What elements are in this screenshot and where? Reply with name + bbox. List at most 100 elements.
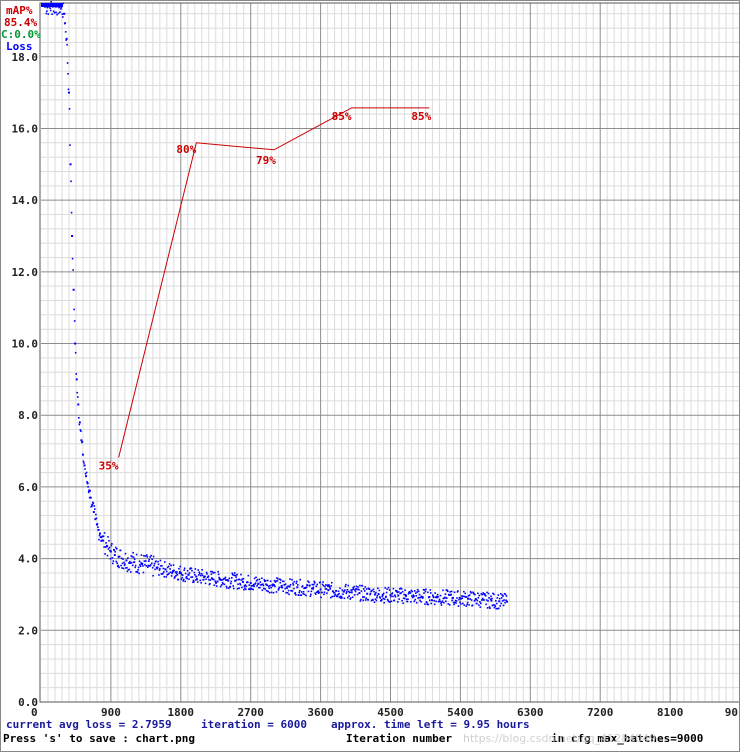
loss-point <box>348 595 351 597</box>
loss-point <box>296 584 299 586</box>
loss-point <box>219 578 221 580</box>
loss-point <box>171 571 174 574</box>
loss-point <box>201 568 203 571</box>
loss-point <box>179 571 181 573</box>
map-series: 35% 80% 79% 85% 85% <box>99 107 432 472</box>
loss-point <box>98 534 101 537</box>
loss-point <box>175 572 178 575</box>
loss-point <box>381 595 384 598</box>
loss-point <box>297 594 300 596</box>
x-axis-ticks: 0 900 1800 2700 3600 4500 5400 6300 7200 8100 90 <box>31 706 738 719</box>
loss-point <box>94 518 97 521</box>
loss-point <box>170 564 172 567</box>
loss-point <box>321 591 323 594</box>
loss-point <box>71 235 74 237</box>
loss-point <box>361 584 364 587</box>
loss-point <box>292 584 295 586</box>
loss-point <box>292 582 294 585</box>
loss-point <box>373 601 376 604</box>
x-tick-label: 8100 <box>657 706 684 719</box>
loss-point <box>347 590 350 593</box>
loss-point <box>154 568 156 571</box>
loss-point <box>335 589 338 592</box>
loss-point <box>190 567 193 570</box>
loss-point <box>490 599 493 602</box>
loss-point <box>176 574 179 576</box>
loss-point <box>134 566 136 569</box>
loss-point <box>82 460 85 463</box>
loss-point <box>125 559 128 562</box>
loss-point <box>243 585 246 587</box>
loss-point <box>209 579 212 581</box>
y-tick-label: 14.0 <box>12 194 39 207</box>
loss-point <box>325 584 327 586</box>
loss-point <box>215 582 218 584</box>
loss-point <box>493 593 495 596</box>
loss-point <box>49 9 52 12</box>
loss-point <box>469 590 472 593</box>
loss-point <box>388 600 390 603</box>
loss-point <box>463 595 466 598</box>
loss-point <box>244 587 246 589</box>
loss-point <box>119 549 122 552</box>
loss-point <box>411 595 413 597</box>
loss-point <box>488 597 490 599</box>
loss-point <box>370 599 373 602</box>
loss-point <box>95 517 98 520</box>
loss-point <box>165 576 168 578</box>
loss-point <box>241 578 244 580</box>
loss-point <box>295 594 297 596</box>
loss-point <box>139 565 142 568</box>
loss-point <box>276 579 279 582</box>
loss-point <box>400 592 402 594</box>
loss-point <box>384 587 386 589</box>
loss-point <box>367 599 369 601</box>
loss-point <box>325 588 328 590</box>
loss-point <box>103 532 106 534</box>
loss-point <box>216 580 219 583</box>
loss-point <box>133 561 136 564</box>
loss-point <box>258 578 261 581</box>
loss-point <box>149 564 152 566</box>
loss-point <box>491 597 493 600</box>
loss-point <box>51 13 53 15</box>
loss-point <box>225 585 228 588</box>
loss-point <box>315 591 318 594</box>
loss-point <box>396 601 399 603</box>
loss-point <box>206 573 208 575</box>
loss-point <box>293 580 296 583</box>
loss-point <box>222 582 224 585</box>
loss-point <box>415 601 418 604</box>
loss-point <box>170 575 173 577</box>
loss-point <box>501 594 503 596</box>
loss-point <box>492 604 495 606</box>
loss-point <box>326 584 329 586</box>
loss-point <box>67 72 69 75</box>
loss-point <box>294 592 297 594</box>
loss-point <box>72 288 75 291</box>
loss-point <box>452 601 455 604</box>
loss-point <box>174 576 176 578</box>
loss-point <box>162 567 165 570</box>
loss-point <box>455 602 457 604</box>
loss-point <box>505 595 508 597</box>
loss-point <box>364 586 367 588</box>
loss-point <box>275 580 277 582</box>
loss-point <box>123 564 126 567</box>
loss-point <box>248 584 251 586</box>
loss-point <box>108 546 111 549</box>
loss-point <box>504 593 507 596</box>
loss-point <box>333 592 336 594</box>
x-tick-label: 0 <box>31 706 38 719</box>
loss-point <box>112 562 114 565</box>
loss-point <box>45 12 48 15</box>
loss-point <box>417 597 419 599</box>
loss-point <box>63 12 66 15</box>
loss-point <box>172 570 175 573</box>
loss-point <box>169 571 172 574</box>
loss-point <box>363 590 366 592</box>
loss-point <box>435 600 437 603</box>
loss-point <box>458 598 460 601</box>
loss-point <box>84 472 87 475</box>
loss-point <box>81 440 84 443</box>
